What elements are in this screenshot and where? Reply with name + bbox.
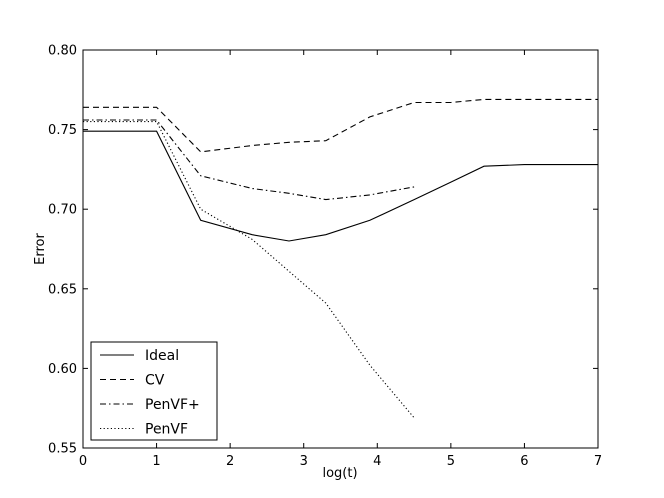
legend-box [90, 341, 218, 441]
legend-label: Ideal [145, 348, 179, 364]
legend-label: CV [145, 373, 165, 389]
y-tick-label: 0.80 [48, 44, 77, 59]
legend-label: PenVF [145, 422, 188, 438]
x-tick-label: 2 [226, 454, 234, 469]
y-tick-label: 0.65 [48, 282, 77, 297]
y-tick-label: 0.55 [48, 442, 77, 457]
y-tick-label: 0.70 [48, 203, 77, 218]
y-tick-label: 0.60 [48, 362, 77, 377]
y-axis-label: Error [33, 233, 48, 265]
series-group [83, 98, 598, 419]
x-tick-label: 7 [594, 454, 602, 469]
x-tick-label: 4 [373, 454, 381, 469]
legend-label: PenVF+ [145, 397, 200, 413]
x-tick-label: 0 [79, 454, 87, 469]
series-line-ideal [83, 130, 598, 242]
x-tick-label: 3 [300, 454, 308, 469]
axis-ticks: 0 1 2 3 4 5 6 7 0.55 0.60 0.65 0.70 0.75 0.80 [48, 44, 602, 470]
x-tick-label: 5 [447, 454, 455, 469]
series-line-penvf [83, 119, 415, 201]
x-tick-label: 6 [520, 454, 528, 469]
series-line-cv [83, 98, 598, 153]
x-tick-label: 1 [152, 454, 160, 469]
x-axis-label: log(t) [322, 466, 357, 481]
series-line-penvf [83, 121, 415, 419]
legend: Ideal CV PenVF+ PenVF [90, 341, 218, 441]
y-tick-label: 0.75 [48, 123, 77, 138]
